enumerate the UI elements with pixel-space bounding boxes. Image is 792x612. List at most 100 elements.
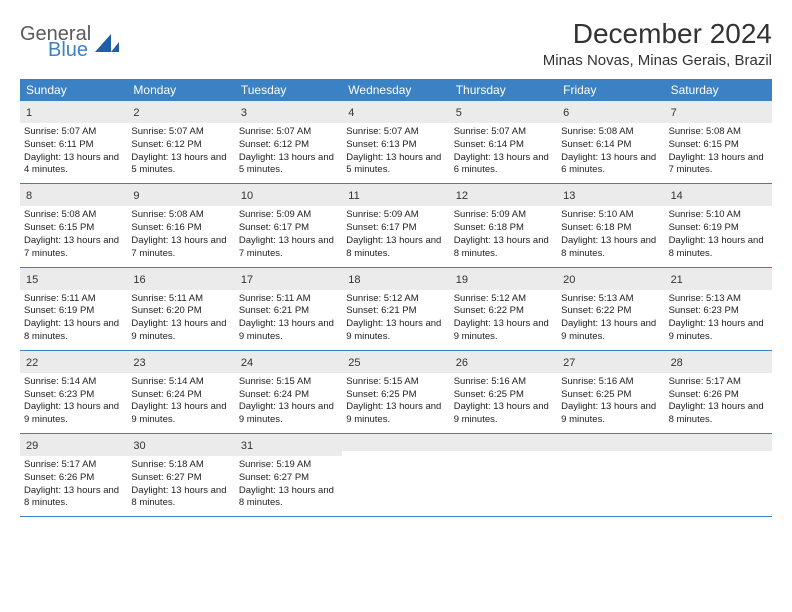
day-cell (342, 434, 449, 516)
weekday-header: Tuesday (235, 79, 342, 101)
sunrise-line: Sunrise: 5:07 AM (24, 126, 123, 139)
location-text: Minas Novas, Minas Gerais, Brazil (543, 52, 772, 69)
day-body: Sunrise: 5:19 AMSunset: 6:27 PMDaylight:… (239, 459, 338, 510)
day-number-row (665, 434, 772, 451)
day-number-row: 7 (665, 101, 772, 123)
day-cell: 10Sunrise: 5:09 AMSunset: 6:17 PMDayligh… (235, 184, 342, 266)
day-number-row: 25 (342, 351, 449, 373)
sunrise-line: Sunrise: 5:14 AM (131, 376, 230, 389)
day-number: 31 (241, 440, 253, 452)
daylight-line: Daylight: 13 hours and 5 minutes. (239, 152, 338, 178)
day-cell: 30 Sunrise: 5:18 AMSunset: 6:27 PMDayligh… (127, 434, 234, 516)
day-body: Sunrise: 5:11 AMSunset: 6:19 PMDaylight:… (24, 293, 123, 344)
day-body: Sunrise: 5:13 AMSunset: 6:23 PMDaylight:… (669, 293, 768, 344)
day-number-row (557, 434, 664, 451)
sunset-line: Sunset: 6:12 PM (239, 139, 338, 152)
weekday-header: Monday (127, 79, 234, 101)
day-cell: 13Sunrise: 5:10 AMSunset: 6:18 PMDayligh… (557, 184, 664, 266)
daylight-line: Daylight: 13 hours and 9 minutes. (669, 318, 768, 344)
day-number-row: 18 (342, 268, 449, 290)
day-number-row: 21 (665, 268, 772, 290)
daylight-line: Daylight: 13 hours and 9 minutes. (239, 318, 338, 344)
brand-text: General Blue (20, 24, 91, 60)
day-number: 8 (26, 190, 32, 202)
day-number: 11 (348, 190, 359, 202)
sunrise-line: Sunrise: 5:11 AM (24, 293, 123, 306)
day-cell (665, 434, 772, 516)
day-number-row: 14 (665, 184, 772, 206)
weekday-header-row: Sunday Monday Tuesday Wednesday Thursday… (20, 79, 772, 101)
daylight-line: Daylight: 13 hours and 5 minutes. (131, 152, 230, 178)
day-cell: 2Sunrise: 5:07 AMSunset: 6:12 PMDaylight… (127, 101, 234, 183)
day-number: 13 (563, 190, 575, 202)
day-cell: 21 Sunrise: 5:13 AMSunset: 6:23 PMDayligh… (665, 268, 772, 350)
day-number-row: 15 (20, 268, 127, 290)
day-number-row: 12 (450, 184, 557, 206)
day-number: 14 (671, 190, 683, 202)
sunrise-line: Sunrise: 5:16 AM (561, 376, 660, 389)
day-number-row: 31 (235, 434, 342, 456)
sunset-line: Sunset: 6:23 PM (24, 389, 123, 402)
daylight-line: Daylight: 13 hours and 6 minutes. (454, 152, 553, 178)
header-row: General Blue December 2024 Minas Novas, … (20, 18, 772, 69)
week-row: 22Sunrise: 5:14 AMSunset: 6:23 PMDayligh… (20, 351, 772, 434)
day-number: 4 (348, 107, 354, 119)
day-number: 16 (133, 274, 145, 286)
day-cell: 6Sunrise: 5:08 AMSunset: 6:14 PMDaylight… (557, 101, 664, 183)
day-cell: 23Sunrise: 5:14 AMSunset: 6:24 PMDayligh… (127, 351, 234, 433)
day-number: 29 (26, 440, 38, 452)
day-number-row: 4 (342, 101, 449, 123)
daylight-line: Daylight: 13 hours and 8 minutes. (131, 485, 230, 511)
daylight-line: Daylight: 13 hours and 7 minutes. (131, 235, 230, 261)
weekday-header: Sunday (20, 79, 127, 101)
day-number-row: 13 (557, 184, 664, 206)
day-number: 17 (241, 274, 253, 286)
day-body: Sunrise: 5:08 AMSunset: 6:15 PMDaylight:… (24, 209, 123, 260)
week-row: 29 Sunrise: 5:17 AMSunset: 6:26 PMDayligh… (20, 434, 772, 517)
daylight-line: Daylight: 13 hours and 9 minutes. (24, 401, 123, 427)
sunset-line: Sunset: 6:17 PM (239, 222, 338, 235)
sunrise-line: Sunrise: 5:08 AM (669, 126, 768, 139)
daylight-line: Daylight: 13 hours and 9 minutes. (346, 318, 445, 344)
sunrise-line: Sunrise: 5:09 AM (346, 209, 445, 222)
week-row: 15 Sunrise: 5:11 AMSunset: 6:19 PMDayligh… (20, 268, 772, 351)
daylight-line: Daylight: 13 hours and 9 minutes. (239, 401, 338, 427)
daylight-line: Daylight: 13 hours and 8 minutes. (24, 485, 123, 511)
day-body: Sunrise: 5:09 AMSunset: 6:18 PMDaylight:… (454, 209, 553, 260)
sunset-line: Sunset: 6:14 PM (454, 139, 553, 152)
day-number-row: 9 (127, 184, 234, 206)
sunset-line: Sunset: 6:25 PM (346, 389, 445, 402)
sunrise-line: Sunrise: 5:11 AM (239, 293, 338, 306)
sunrise-line: Sunrise: 5:11 AM (131, 293, 230, 306)
day-body: Sunrise: 5:17 AMSunset: 6:26 PMDaylight:… (24, 459, 123, 510)
day-number: 20 (563, 274, 575, 286)
day-number-row: 30 (127, 434, 234, 456)
sunset-line: Sunset: 6:12 PM (131, 139, 230, 152)
sunset-line: Sunset: 6:14 PM (561, 139, 660, 152)
day-number-row: 10 (235, 184, 342, 206)
sunset-line: Sunset: 6:25 PM (454, 389, 553, 402)
day-number: 3 (241, 107, 247, 119)
day-cell: 15 Sunrise: 5:11 AMSunset: 6:19 PMDayligh… (20, 268, 127, 350)
day-number: 5 (456, 107, 462, 119)
weekday-header: Saturday (665, 79, 772, 101)
weekday-header: Friday (557, 79, 664, 101)
daylight-line: Daylight: 13 hours and 8 minutes. (346, 235, 445, 261)
sunset-line: Sunset: 6:15 PM (669, 139, 768, 152)
sunrise-line: Sunrise: 5:08 AM (131, 209, 230, 222)
sunset-line: Sunset: 6:23 PM (669, 305, 768, 318)
calendar: Sunday Monday Tuesday Wednesday Thursday… (20, 79, 772, 517)
day-body: Sunrise: 5:18 AMSunset: 6:27 PMDaylight:… (131, 459, 230, 510)
day-number: 23 (133, 357, 145, 369)
day-cell: 26Sunrise: 5:16 AMSunset: 6:25 PMDayligh… (450, 351, 557, 433)
day-number: 19 (456, 274, 468, 286)
weekday-header: Thursday (450, 79, 557, 101)
sunset-line: Sunset: 6:15 PM (24, 222, 123, 235)
day-number-row: 2 (127, 101, 234, 123)
sunrise-line: Sunrise: 5:08 AM (24, 209, 123, 222)
daylight-line: Daylight: 13 hours and 8 minutes. (24, 318, 123, 344)
day-cell: 14Sunrise: 5:10 AMSunset: 6:19 PMDayligh… (665, 184, 772, 266)
sunset-line: Sunset: 6:16 PM (131, 222, 230, 235)
daylight-line: Daylight: 13 hours and 9 minutes. (454, 318, 553, 344)
sunrise-line: Sunrise: 5:07 AM (239, 126, 338, 139)
